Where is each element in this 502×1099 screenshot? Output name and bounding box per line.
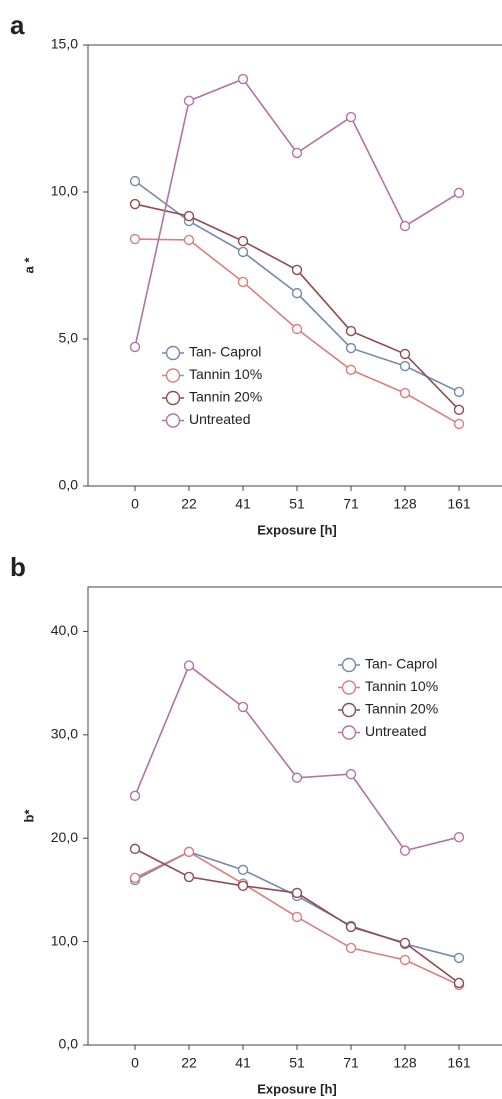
- data-point: [237, 235, 249, 247]
- data-point: [345, 768, 357, 780]
- data-point: [399, 360, 411, 372]
- data-point: [399, 937, 411, 949]
- data-point: [291, 287, 303, 299]
- data-point: [399, 348, 411, 360]
- panel-label: a: [10, 10, 25, 40]
- data-point: [183, 871, 195, 883]
- data-point: [129, 198, 141, 210]
- legend-marker: [341, 657, 357, 673]
- data-point: [183, 660, 195, 671]
- y-axis-label: a *: [21, 257, 36, 274]
- legend-marker: [165, 345, 181, 361]
- y-tick-label: 10,0: [51, 932, 78, 948]
- series-line: [134, 203, 460, 411]
- data-point: [237, 276, 249, 288]
- legend-label: Tannin 10%: [365, 678, 438, 694]
- data-point: [237, 246, 249, 258]
- y-tick-label: 0,0: [59, 477, 79, 493]
- data-point: [345, 942, 357, 954]
- data-point: [453, 418, 465, 430]
- data-point: [129, 872, 141, 884]
- x-tick-label: 51: [289, 496, 305, 512]
- data-point: [453, 831, 465, 843]
- data-point: [129, 790, 141, 802]
- data-point: [237, 880, 249, 891]
- x-tick-label: 161: [447, 496, 471, 512]
- data-point: [399, 954, 411, 966]
- x-axis-label: Exposure [h]: [257, 522, 336, 537]
- legend-marker: [165, 413, 181, 428]
- series-line: [134, 851, 460, 959]
- x-tick-label: 41: [235, 496, 251, 512]
- data-point: [291, 323, 303, 335]
- x-tick-label: 41: [235, 1055, 251, 1071]
- data-point: [291, 147, 303, 159]
- x-tick-label: 71: [343, 496, 359, 512]
- data-point: [453, 386, 465, 398]
- data-point: [453, 952, 465, 964]
- data-point: [129, 341, 141, 353]
- data-point: [237, 701, 249, 713]
- series-line: [134, 78, 460, 348]
- data-point: [345, 921, 357, 933]
- data-point: [183, 210, 195, 222]
- legend-label: Untreated: [365, 723, 426, 739]
- y-tick-label: 20,0: [51, 829, 78, 845]
- legend-label: Tannin 20%: [189, 389, 262, 405]
- y-tick-label: 5,0: [59, 330, 79, 346]
- data-point: [453, 404, 465, 416]
- panel-label: b: [10, 552, 26, 582]
- x-tick-label: 22: [181, 496, 197, 512]
- legend-label: Tan- Caprol: [189, 344, 261, 360]
- data-point: [183, 846, 195, 858]
- data-point: [291, 911, 303, 923]
- y-axis-label: b*: [21, 809, 36, 823]
- x-tick-label: 71: [343, 1055, 359, 1071]
- x-axis-label: Exposure [h]: [257, 1081, 336, 1096]
- data-point: [399, 220, 411, 232]
- data-point: [183, 234, 195, 246]
- legend-label: Untreated: [189, 411, 250, 427]
- plot-frame: [87, 44, 502, 487]
- x-tick-label: 0: [131, 1055, 139, 1071]
- legend-label: Tan- Caprol: [365, 656, 437, 672]
- x-tick-label: 22: [181, 1055, 197, 1071]
- data-point: [183, 95, 195, 107]
- data-point: [291, 772, 303, 783]
- y-tick-label: 10,0: [51, 183, 78, 199]
- data-point: [345, 111, 357, 123]
- legend-marker: [165, 390, 181, 406]
- legend-marker: [165, 368, 181, 383]
- x-tick-label: 161: [447, 1055, 471, 1071]
- x-tick-label: 0: [131, 496, 139, 512]
- x-tick-label: 51: [289, 1055, 305, 1071]
- data-point: [237, 73, 249, 85]
- legend-marker: [341, 680, 357, 695]
- plot-frame: [87, 586, 502, 1046]
- data-point: [399, 845, 411, 856]
- data-point: [291, 887, 303, 899]
- data-point: [291, 264, 303, 276]
- data-point: [345, 342, 357, 354]
- x-tick-label: 128: [393, 1055, 417, 1071]
- legend-marker: [341, 725, 357, 740]
- data-point: [129, 233, 141, 245]
- data-point: [129, 843, 141, 855]
- y-tick-label: 15,0: [51, 36, 78, 52]
- y-tick-label: 0,0: [59, 1036, 79, 1052]
- data-point: [399, 387, 411, 399]
- data-point: [345, 325, 357, 337]
- data-point: [453, 977, 465, 989]
- legend-label: Tannin 10%: [189, 366, 262, 382]
- legend-marker: [341, 702, 357, 718]
- data-point: [129, 175, 141, 187]
- y-tick-label: 30,0: [51, 726, 78, 742]
- data-point: [345, 364, 357, 376]
- y-tick-label: 40,0: [51, 622, 78, 638]
- x-tick-label: 128: [393, 496, 417, 512]
- legend-label: Tannin 20%: [365, 701, 438, 717]
- data-point: [237, 864, 249, 876]
- data-point: [453, 187, 465, 199]
